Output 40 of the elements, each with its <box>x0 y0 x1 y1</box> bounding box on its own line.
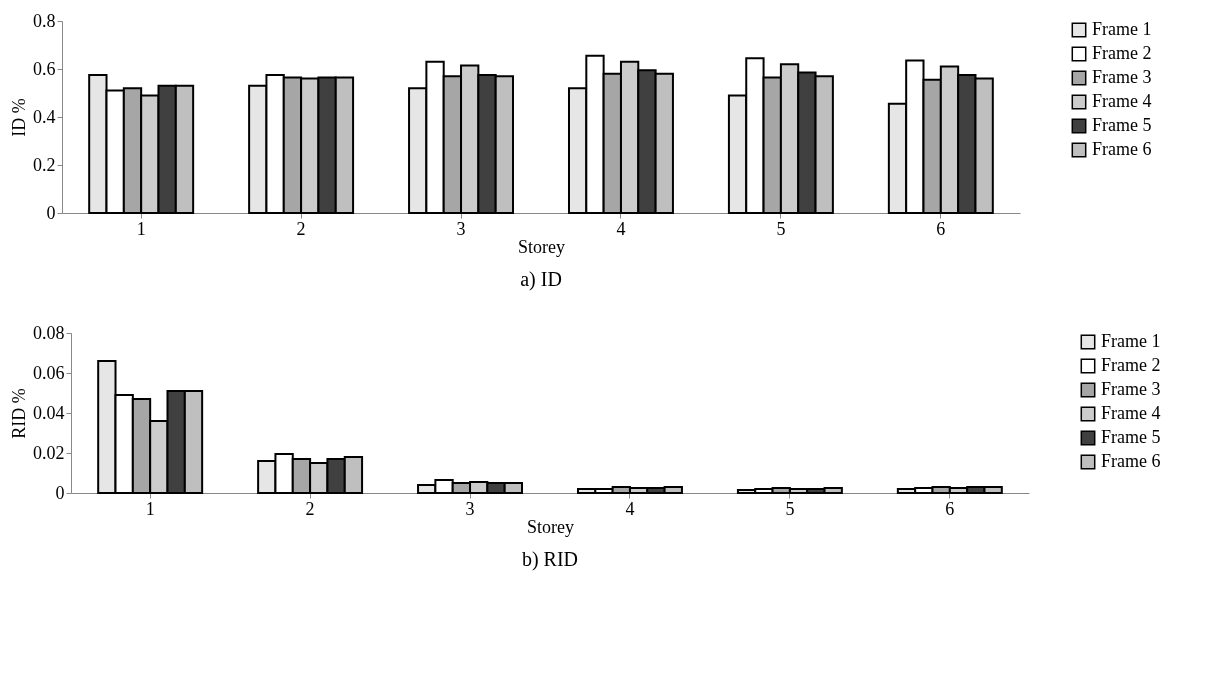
legend-label: Frame 3 <box>1101 379 1161 399</box>
legend-label: Frame 1 <box>1101 331 1161 351</box>
x-tick-label: 1 <box>136 218 146 239</box>
x-tick-label: 4 <box>625 498 635 519</box>
legend-label: Frame 6 <box>1101 451 1161 471</box>
y-tick-label: 0.04 <box>33 402 65 423</box>
y-tick-label: 0.06 <box>33 362 65 383</box>
y-tick-label: 0 <box>46 202 56 223</box>
y-tick-label: 0.02 <box>33 442 65 463</box>
y-tick-label: 0.2 <box>33 154 56 175</box>
text: a) ID <box>520 268 562 291</box>
legend-label: Frame 4 <box>1101 403 1161 423</box>
text: b) RID <box>521 548 579 571</box>
legend-label: Frame 6 <box>1092 139 1152 159</box>
x-tick-label: 6 <box>945 498 955 519</box>
x-tick-label: 2 <box>296 218 306 239</box>
x-tick-label: 3 <box>456 218 466 239</box>
legend-label: Frame 1 <box>1092 19 1152 39</box>
x-tick-label: 4 <box>616 218 626 239</box>
x-axis-title: Storey <box>518 236 565 257</box>
x-tick-label: 3 <box>465 498 475 519</box>
legend-label: Frame 2 <box>1101 355 1161 375</box>
legend-label: Frame 3 <box>1092 67 1152 87</box>
y-tick-label: 0.6 <box>33 58 56 79</box>
legend-label: Frame 4 <box>1092 91 1152 111</box>
x-tick-label: 6 <box>936 218 946 239</box>
legend-label: Frame 2 <box>1092 43 1152 63</box>
y-axis-title: RID % <box>9 388 29 439</box>
x-tick-label: 2 <box>305 498 315 519</box>
x-axis-title: Storey <box>527 516 574 537</box>
x-tick-label: 5 <box>776 218 786 239</box>
y-axis-title: ID % <box>9 98 29 137</box>
y-tick-label: 0 <box>55 482 65 503</box>
x-tick-label: 1 <box>145 498 155 519</box>
y-tick-label: 0.4 <box>33 106 56 127</box>
y-tick-label: 0.08 <box>33 322 65 343</box>
y-tick-label: 0.8 <box>33 10 56 31</box>
legend-label: Frame 5 <box>1092 115 1152 135</box>
x-tick-label: 5 <box>785 498 795 519</box>
legend-label: Frame 5 <box>1101 427 1161 447</box>
